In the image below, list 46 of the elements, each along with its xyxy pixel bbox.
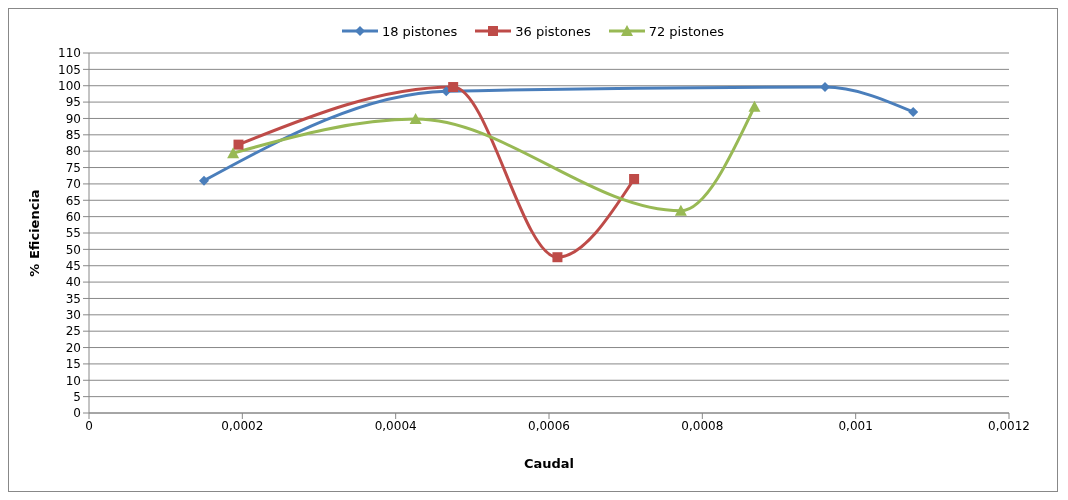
point	[409, 113, 422, 125]
x-axis-title: Caudal	[523, 456, 575, 471]
x-tick-label: 0,0012	[988, 418, 1030, 433]
y-tick-label: 105	[58, 62, 81, 77]
y-tick-label: 45	[65, 258, 81, 273]
y-tick-label: 0	[73, 406, 81, 421]
y-tick-label: 10	[65, 373, 81, 388]
point	[820, 82, 830, 93]
point	[552, 252, 563, 263]
y-tick-label: 50	[65, 242, 81, 257]
y-tick-label: 80	[65, 144, 81, 159]
point	[448, 82, 459, 93]
point	[199, 175, 209, 186]
x-tick-label: 0,0002	[221, 418, 264, 433]
y-tick-label: 25	[65, 324, 81, 339]
y-tick-label: 5	[73, 389, 81, 404]
y-tick-label: 110	[58, 46, 81, 61]
legend-label: 36 pistones	[515, 23, 591, 39]
point	[233, 139, 244, 150]
point	[227, 147, 240, 159]
x-tick-label: 0,001	[838, 418, 873, 433]
point	[908, 106, 919, 117]
point	[629, 174, 640, 184]
y-tick-label: 75	[65, 160, 81, 175]
y-tick-label: 55	[65, 226, 81, 241]
legend-label: 72 pistones	[648, 23, 725, 39]
x-tick-label: 0	[85, 418, 93, 433]
y-axis-title: % Eficiencia	[26, 189, 42, 277]
y-tick-label: 15	[65, 357, 81, 372]
point	[748, 100, 761, 112]
x-tick-label: 0,0004	[374, 418, 417, 433]
point	[674, 204, 687, 216]
y-tick-label: 95	[65, 95, 81, 110]
y-tick-label: 70	[65, 177, 81, 192]
y-tick-label: 20	[65, 340, 81, 355]
x-tick-label: 0,0008	[681, 418, 724, 433]
y-tick-label: 30	[65, 308, 81, 323]
legend-label: 18 pistones	[381, 23, 458, 39]
x-tick-label: 0,0006	[528, 418, 570, 433]
y-tick-label: 65	[65, 193, 81, 208]
y-tick-label: 90	[65, 111, 81, 126]
y-tick-label: 60	[65, 209, 81, 224]
y-tick-label: 35	[65, 291, 81, 306]
y-tick-label: 40	[65, 275, 81, 290]
y-tick-label: 85	[65, 128, 81, 143]
y-tick-label: 100	[58, 78, 81, 93]
